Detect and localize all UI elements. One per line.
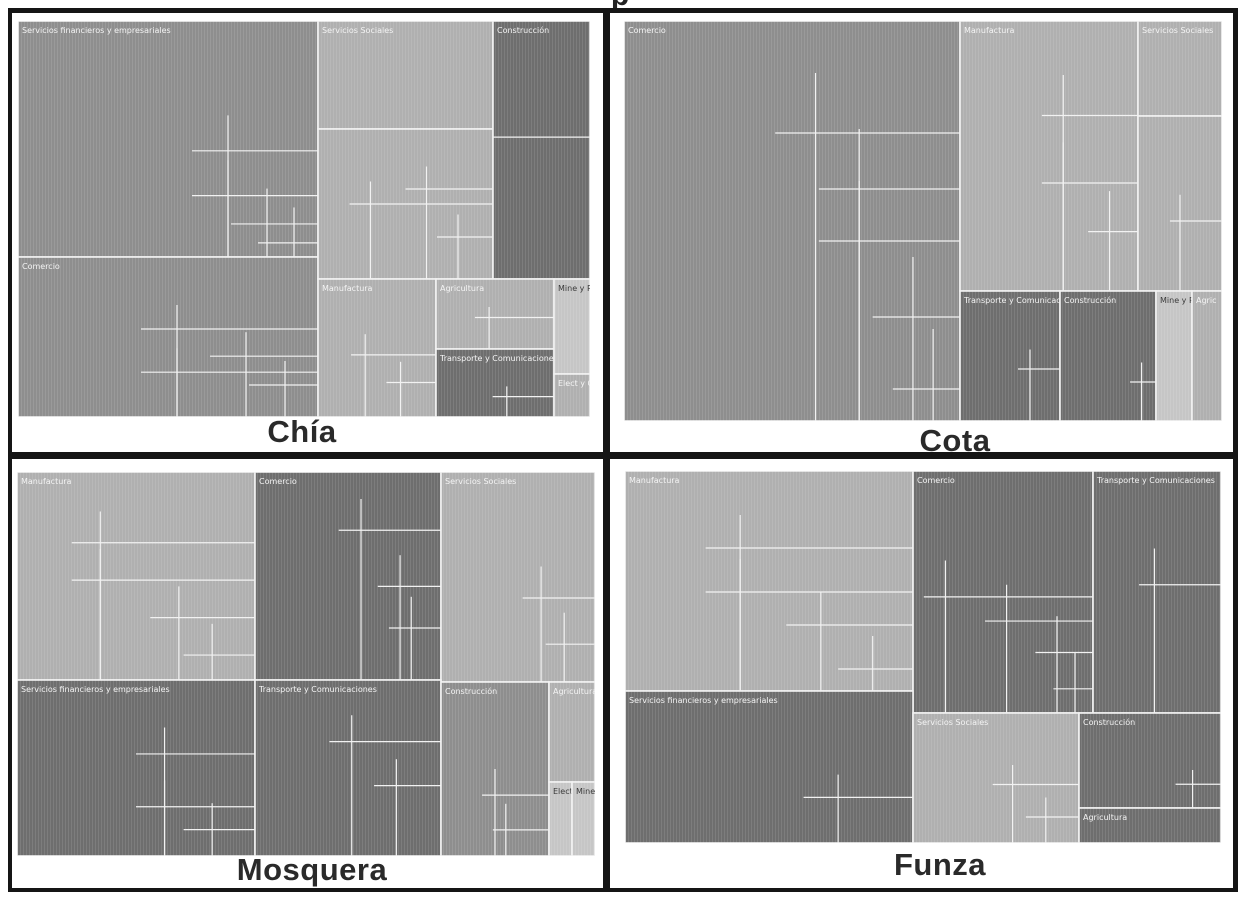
treemap-cell-construccion: Construcción	[440, 681, 550, 856]
treemap-cell-comercio: Comercio	[912, 471, 1094, 714]
chart-caption-mosquera: Mosquera	[236, 852, 388, 887]
treemap-cell-0-3	[317, 128, 494, 280]
treemap-label: Manufactura	[629, 476, 680, 485]
treemap-label: Agricultura	[440, 284, 484, 293]
treemap-label: Construcción	[497, 25, 549, 35]
treemap-cell-servicios-financieros-y-empresariales: Servicios financieros y empresariales	[18, 21, 319, 258]
frame-bottom	[8, 888, 1238, 892]
treemap-cell-servicios-sociales: Servicios Sociales	[440, 472, 595, 683]
treemap-cell-transporte-y-comunicaciones: Transporte y Comunicaciones	[959, 290, 1082, 421]
treemap-cell-comercio: Comercio	[624, 21, 961, 421]
treemap-panel-cota: Comercio Manufactura Servicios Sociales Tra…	[610, 13, 1233, 458]
treemap-label: Construcción	[1064, 295, 1116, 305]
treemap-cell-manufactura: Manufactura	[959, 21, 1139, 292]
chart-caption-cota: Cota	[919, 423, 991, 458]
treemap-cell-transporte-y-comunicaciones: Transporte y Comunicaciones	[435, 348, 558, 417]
treemap-label: Transporte y Comunicaciones	[439, 354, 558, 363]
treemap-cell-elect-y-gas: Elect y Gas	[553, 373, 590, 417]
treemap-cell-mine-y-petro: Mine y Petro	[553, 278, 590, 375]
treemap-label: Manufactura	[21, 477, 72, 486]
treemap-label: Construcción	[445, 686, 497, 696]
frame-right	[1233, 8, 1238, 892]
treemap-label: Transporte y Comunicaciones	[258, 685, 377, 694]
treemap-label: Transporte y Comunicaciones	[963, 296, 1082, 305]
treemap-label: Servicios Sociales	[1142, 26, 1213, 35]
treemap-mosquera: Manufactura Comercio Servicios Sociales Ser…	[17, 472, 595, 856]
treemap-cell-construccion: Construcción	[492, 21, 590, 280]
frame-top	[8, 8, 1238, 13]
treemap-cell-agricultura: Agricultura	[1078, 807, 1221, 843]
treemap-cell-manufactura: Manufactura	[317, 278, 437, 417]
treemap-label: Agric	[1196, 296, 1216, 305]
treemap-label: Manufactura	[322, 284, 373, 293]
treemap-label: Construcción	[1083, 717, 1135, 727]
treemap-label: Transporte y Comunicaciones	[1096, 476, 1215, 485]
treemap-label: Comercio	[628, 26, 666, 35]
treemap-cell-manufactura: Manufactura	[17, 472, 256, 681]
treemap-label: Mine y Petro	[1160, 296, 1210, 305]
treemap-label: Servicios Sociales	[445, 477, 516, 486]
treemap-label: Agricultura	[553, 687, 595, 696]
treemap-cell-servicios-financieros-y-empresariales: Servicios financieros y empresariales	[625, 690, 914, 843]
treemap-label: Comercio	[917, 476, 955, 485]
treemap-label: Elect y Gas	[558, 379, 590, 388]
treemap-cell-construccion: Construcción	[1059, 290, 1157, 421]
treemap-cell-servicios-sociales: Servicios Sociales	[1137, 21, 1222, 117]
treemap-cota: Comercio Manufactura Servicios Sociales Tra…	[624, 21, 1222, 421]
treemap-label: Mine y Petro	[576, 787, 595, 796]
frame-horizontal-divider	[8, 452, 1238, 459]
treemap-label: Servicios financieros y empresariales	[22, 26, 171, 35]
treemap-label: Comercio	[22, 262, 60, 271]
treemap-cell-servicios-financieros-y-empresariales: Servicios financieros y empresariales	[17, 679, 256, 856]
treemap-cell-manufactura: Manufactura	[625, 471, 914, 692]
treemap-panel-chia: Servicios financieros y empresariales Com…	[12, 13, 603, 452]
treemap-label: Servicios financieros y empresariales	[629, 696, 778, 705]
treemap-cell-agricultura: Agricultura	[548, 681, 595, 783]
treemap-cell-agric: Agric	[1191, 290, 1222, 421]
treemap-label: Mine y Petro	[558, 284, 590, 293]
treemap-label: Servicios Sociales	[917, 718, 988, 727]
treemap-label: Servicios financieros y empresariales	[21, 685, 170, 694]
treemap-cell-comercio: Comercio	[18, 256, 319, 417]
treemap-cell-construccion: Construcción	[1078, 712, 1221, 809]
treemap-label: Servicios Sociales	[322, 26, 393, 35]
treemap-cell-agricultura: Agricultura	[435, 278, 555, 350]
chart-caption-funza: Funza	[893, 847, 987, 882]
frame-left	[8, 8, 12, 892]
treemap-cell-mine-y-petro: Mine y Petro	[571, 781, 595, 856]
treemap-label: Manufactura	[964, 26, 1015, 35]
treemap-cell-1-3	[1137, 115, 1222, 292]
treemap-label: Agricultura	[1083, 813, 1127, 822]
treemap-chia: Servicios financieros y empresariales Com…	[18, 21, 590, 417]
figure-title-fragment: p	[340, 0, 900, 8]
treemap-cell-servicios-sociales: Servicios Sociales	[912, 712, 1080, 843]
treemap-panel-funza: Manufactura Comercio Transporte y Comunica…	[610, 459, 1233, 888]
chart-caption-chia: Chía	[267, 414, 337, 449]
treemap-funza: Manufactura Comercio Transporte y Comunica…	[625, 471, 1221, 843]
frame-vertical-divider	[603, 8, 610, 892]
treemap-panel-mosquera: Manufactura Comercio Servicios Sociales Ser…	[12, 459, 603, 888]
treemap-cell-comercio: Comercio	[254, 472, 442, 681]
treemap-cell-transporte-y-comunicaciones: Transporte y Comunicaciones	[1092, 471, 1221, 714]
treemap-label: Comercio	[259, 477, 297, 486]
treemap-cell-transporte-y-comunicaciones: Transporte y Comunicaciones	[254, 679, 442, 856]
treemap-cell-servicios-sociales: Servicios Sociales	[317, 21, 494, 130]
